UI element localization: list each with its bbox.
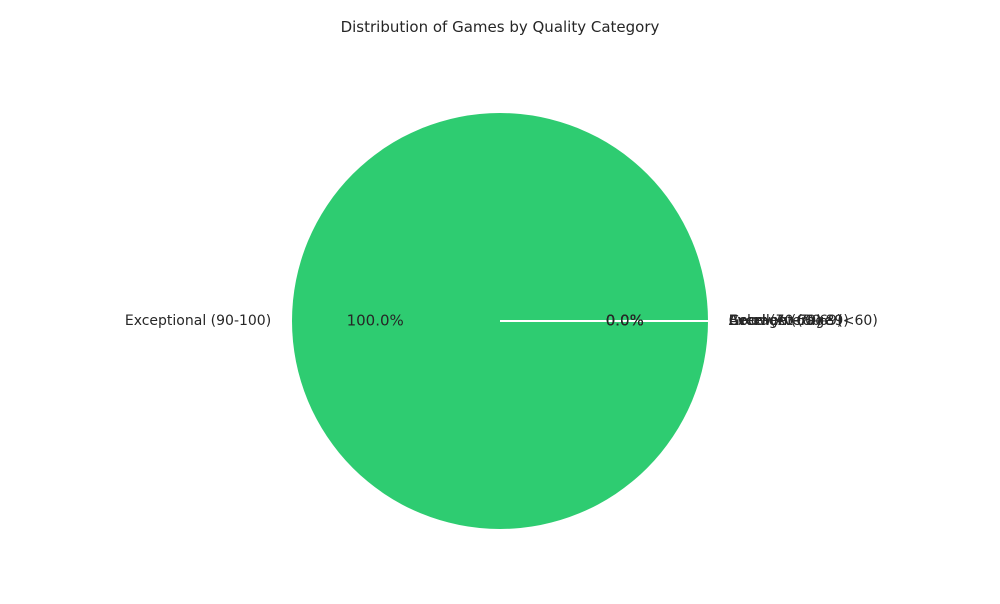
pie-slices <box>292 113 708 529</box>
slice-label-average-60-69: Average (60-69) <box>729 313 843 329</box>
chart-title: Distribution of Games by Quality Categor… <box>341 18 660 36</box>
slice-percent-average-60-69: 0.0% <box>606 312 644 330</box>
slice-label-excellent-80-89: Excellent (80-89) <box>729 313 849 329</box>
slice-label-good-70-79: Good (70-79) <box>729 313 822 329</box>
pie-labels: Exceptional (90-100) 100.0% Excellent (80-… <box>125 312 878 330</box>
slice-percent-exceptional-90-100: 100.0% <box>347 312 404 330</box>
slice-percent-excellent-80-89: 0.0% <box>606 312 644 330</box>
slice-percent-good-70-79: 0.0% <box>606 312 644 330</box>
slice-label-below-average-60: Below Average (<60) <box>729 313 878 329</box>
slice-label-exceptional-90-100: Exceptional (90-100) <box>125 313 271 329</box>
slice-percent-below-average-60: 0.0% <box>606 312 644 330</box>
